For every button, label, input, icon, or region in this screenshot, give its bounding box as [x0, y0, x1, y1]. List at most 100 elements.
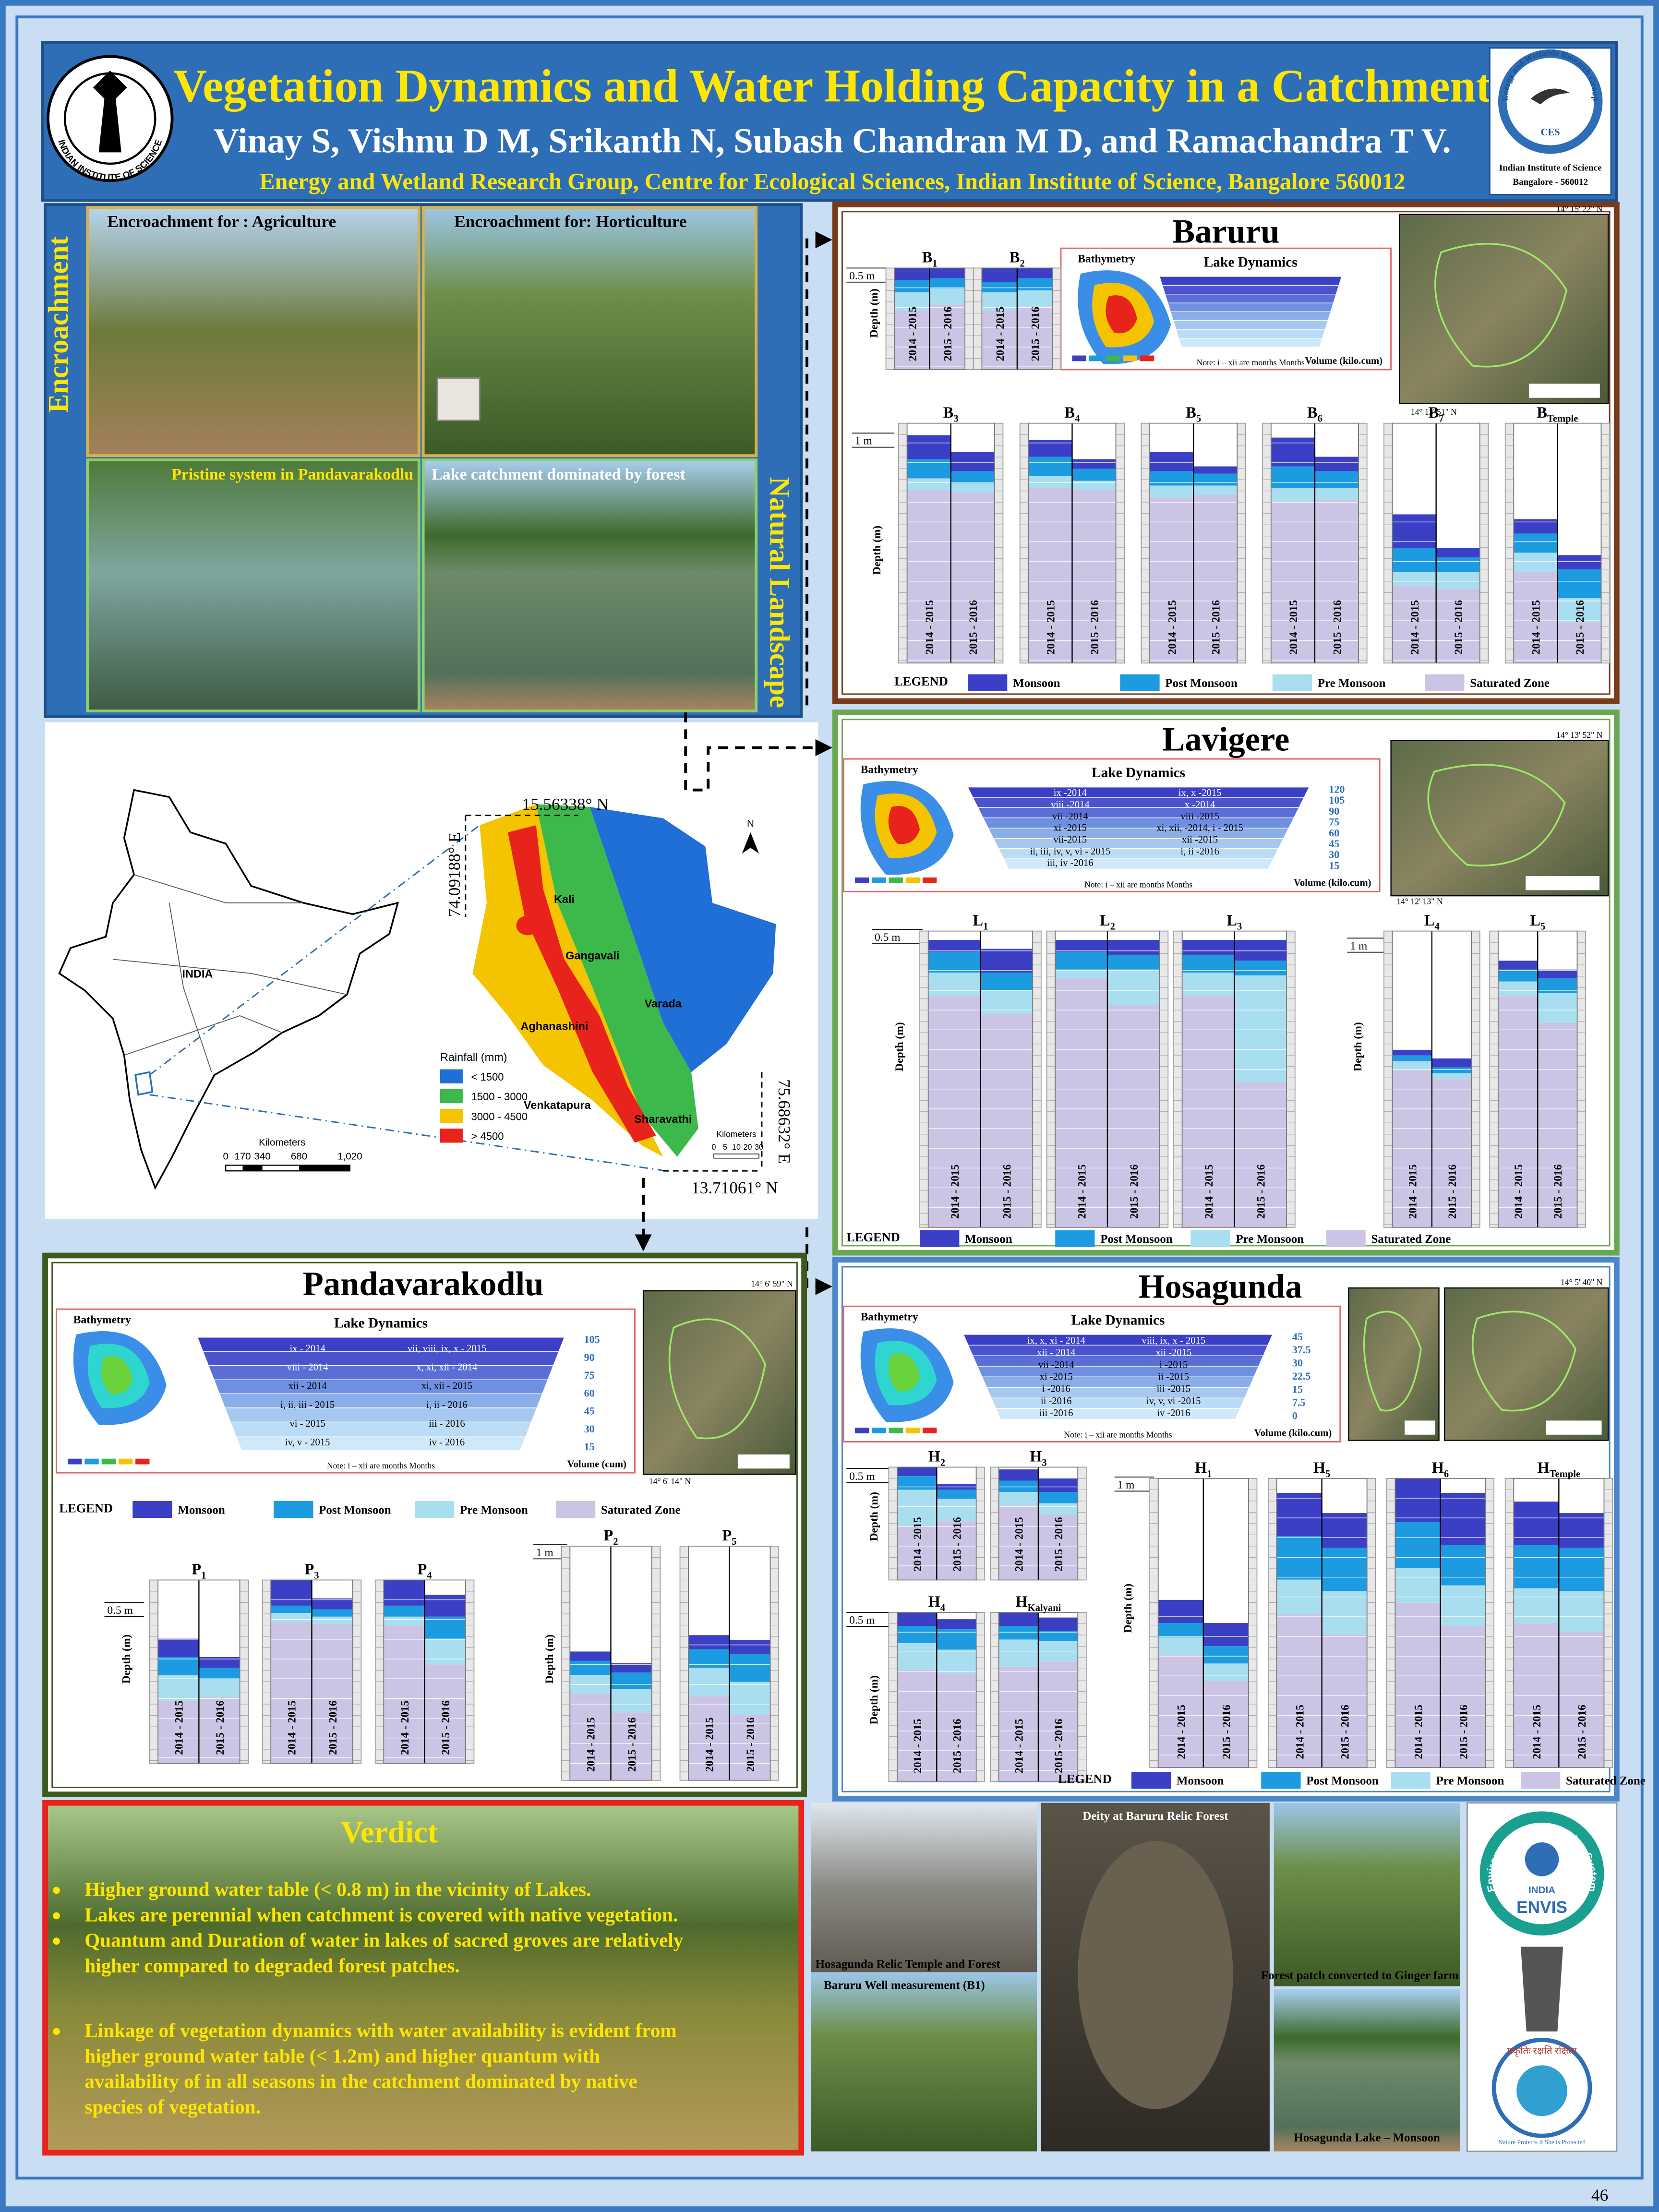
lake-band — [235, 1436, 527, 1451]
lake-label: i -2016 — [1042, 1384, 1070, 1395]
well-wall — [1052, 267, 1061, 370]
axis-label: Depth (m) — [868, 1675, 880, 1724]
well-wall — [1286, 930, 1296, 1228]
well-wall — [964, 267, 974, 370]
well-name: L1 — [973, 912, 988, 932]
verdict-text: higher compared to degraded forest patch… — [84, 1954, 459, 1976]
well-name-sub: 3 — [1237, 922, 1242, 932]
well-wall — [1504, 422, 1515, 664]
ewrg-logo — [1498, 49, 1603, 154]
bathymetry-label: Bathymetry — [73, 1314, 131, 1326]
well-layer-pre — [1559, 1591, 1604, 1632]
well-name: P3 — [304, 1561, 319, 1581]
panel-title: Lavigere — [1162, 721, 1289, 758]
well-name-sub: 5 — [1540, 922, 1545, 932]
well-layer-mon — [1203, 1623, 1249, 1647]
lake-title: Lake Dynamics — [1204, 254, 1298, 270]
lake-label: iv - 2016 — [429, 1437, 465, 1448]
verdict-text: species of vegetation. — [84, 2095, 261, 2117]
well-wall — [1386, 1478, 1396, 1768]
well-layer-pre — [1314, 488, 1359, 500]
scale-label: 1 m — [1350, 940, 1367, 952]
well-layer-saturated — [199, 1697, 240, 1764]
well-layer-pre — [1203, 1663, 1249, 1681]
national-emblem — [1521, 1947, 1563, 2032]
well-year: 2015 - 2016 — [745, 1717, 757, 1772]
deity-carving — [1078, 1841, 1233, 2109]
coordinate-label: 14° 13' 51" N — [1411, 407, 1457, 417]
well-layer-pre — [1431, 1073, 1472, 1080]
well-layer-post — [1150, 471, 1194, 486]
label: INDIA — [182, 968, 213, 980]
well-layer-pre — [1193, 485, 1238, 495]
legend-swatch — [555, 1501, 596, 1518]
well-layer-saturated — [1038, 1515, 1078, 1580]
lake-band — [972, 1355, 1264, 1367]
bathymetry-legend-swatch — [1140, 355, 1154, 361]
well-wall — [465, 1579, 475, 1764]
lake-note: Note: i – xii are months Months — [1084, 879, 1192, 889]
well-wall — [1600, 422, 1611, 664]
lake-band — [1175, 329, 1326, 339]
well-layer-saturated — [1392, 586, 1436, 663]
well-layer-pre — [1538, 993, 1577, 1023]
volume-tick: 75 — [1329, 816, 1339, 828]
well-name: L3 — [1227, 912, 1242, 932]
lake-title: Lake Dynamics — [1071, 1313, 1165, 1328]
well-layer-mon — [1559, 1513, 1604, 1548]
well-wall — [1479, 422, 1489, 664]
well-layer-pre — [1392, 1061, 1432, 1070]
well-layer-post — [950, 471, 995, 483]
well-layer-mon — [897, 1467, 937, 1477]
well-name-sub: Kalyani — [1028, 1603, 1061, 1613]
well-name-sub: 5 — [1325, 1469, 1330, 1479]
well-name: B7 — [1429, 404, 1444, 424]
well-name-main: H — [928, 1593, 940, 1610]
well-layer-saturated — [1107, 1005, 1160, 1227]
well-year: 2015 - 2016 — [1552, 1164, 1564, 1219]
bathymetry-legend-swatch — [854, 1428, 869, 1433]
lake-band — [963, 1334, 1273, 1346]
volume-tick: 105 — [1329, 794, 1345, 806]
well-name: HTemple — [1538, 1459, 1580, 1479]
well-layer-saturated — [998, 1505, 1038, 1580]
well-layer-post — [688, 1649, 730, 1668]
well-layer-post — [271, 1605, 312, 1613]
lake-label: iv, v, vi -2015 — [1146, 1396, 1201, 1407]
well-wall — [239, 1579, 249, 1764]
well-layer-pre — [611, 1689, 652, 1713]
well-layer-post — [1203, 1646, 1249, 1664]
legend-label: Monsoon — [178, 1503, 225, 1516]
legend-title: LEGEND — [894, 674, 948, 688]
well-year: 2014 - 2015 — [1513, 1165, 1525, 1219]
well-layer-pre — [980, 990, 1033, 1014]
label: ENVIS — [1516, 1898, 1567, 1917]
well-layer-mon — [688, 1635, 730, 1649]
lake-label: xi -2015 — [1054, 823, 1087, 833]
lake-label: ix -2014 — [1054, 788, 1087, 798]
bullet — [53, 2028, 60, 2035]
well-name-main: H — [1432, 1459, 1444, 1476]
well-layer-post — [982, 282, 1017, 293]
well-layer-post — [312, 1609, 353, 1617]
well-layer-pre — [1322, 1591, 1367, 1635]
well-layer-pre — [199, 1679, 240, 1697]
well-layer-pre — [897, 1490, 937, 1526]
well-outline — [1498, 930, 1578, 1228]
legend-label: Post Monsoon — [1100, 1233, 1173, 1246]
well-wall — [1046, 930, 1056, 1228]
well-name-main: P — [603, 1527, 613, 1544]
legend-label: Saturated Zone — [1371, 1233, 1451, 1246]
label: INDIA — [1528, 1885, 1555, 1896]
legend-label: Post Monsoon — [1165, 677, 1238, 690]
legend-title: LEGEND — [1058, 1772, 1112, 1786]
well-layer-pre — [1055, 969, 1107, 979]
well-layer-post — [1514, 1545, 1559, 1588]
lake-band — [1173, 320, 1329, 330]
bathymetry-legend-swatch — [101, 1458, 116, 1465]
lake-label: xii - 2014 — [289, 1381, 327, 1392]
lake-label: ix - 2014 — [290, 1343, 325, 1354]
lake-band — [213, 1379, 548, 1395]
well-outline — [897, 1612, 977, 1782]
well-year: 2015 - 2016 — [967, 600, 980, 655]
